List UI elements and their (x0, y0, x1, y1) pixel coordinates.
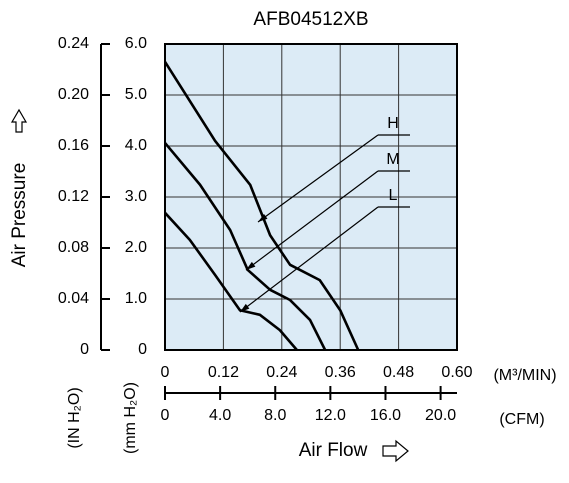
x-tick-label: 0.60 (441, 364, 472, 381)
y-tick-label: 0 (138, 341, 147, 358)
y-tick-label: 6.0 (125, 35, 147, 52)
arrow-head (246, 261, 256, 270)
curve-label: M (386, 151, 399, 168)
arrow-head (240, 303, 250, 312)
x-tick-label: 0.48 (383, 364, 414, 381)
arrow-head (258, 213, 268, 222)
plot-border (164, 43, 458, 351)
leader (245, 170, 379, 271)
y2-tick-label: 0.24 (58, 35, 89, 52)
x-axis-label: Air Flow (299, 440, 368, 461)
y-tick-label: 3.0 (125, 188, 147, 205)
x-tick-label: 0 (161, 364, 170, 381)
y2-tick-label: 0.12 (58, 188, 89, 205)
y-tick-label: 2.0 (125, 239, 147, 256)
y2-tick-label: 0.16 (58, 137, 89, 154)
leader (257, 134, 379, 223)
curve (164, 211, 298, 351)
x-tick-label: 0.24 (266, 364, 297, 381)
curve (164, 142, 327, 351)
x2-tick-label: 0 (161, 407, 170, 424)
x2-tick-label: 8.0 (264, 407, 286, 424)
y2-unit: (IN H₂O) (66, 387, 83, 448)
curve (163, 61, 360, 351)
y2-tick-label: 0 (80, 341, 89, 358)
y2-tick-label: 0.08 (58, 239, 89, 256)
x2-tick-label: 20.0 (425, 407, 456, 424)
y-tick-label: 5.0 (125, 86, 147, 103)
y-unit: (mm H₂O) (122, 382, 139, 454)
curve-label: L (389, 187, 398, 204)
x2-tick-label: 12.0 (315, 407, 346, 424)
chart-title: AFB04512XB (253, 9, 368, 30)
curve-label: H (387, 115, 399, 132)
leader (239, 206, 379, 313)
x-tick-label: 0.36 (325, 364, 356, 381)
y2-tick-label: 0.04 (58, 290, 89, 307)
y-tick-label: 1.0 (125, 290, 147, 307)
x-unit: (M³/MIN) (493, 367, 556, 384)
x-tick-label: 0.12 (208, 364, 239, 381)
y-tick-label: 4.0 (125, 137, 147, 154)
arrow-icon (382, 439, 409, 463)
arrow-icon (10, 108, 28, 133)
x2-unit: (CFM) (499, 411, 544, 428)
x2-tick-label: 4.0 (209, 407, 231, 424)
y-axis-label: Air Pressure (9, 163, 30, 268)
y2-tick-label: 0.20 (58, 86, 89, 103)
x2-tick-label: 16.0 (370, 407, 401, 424)
